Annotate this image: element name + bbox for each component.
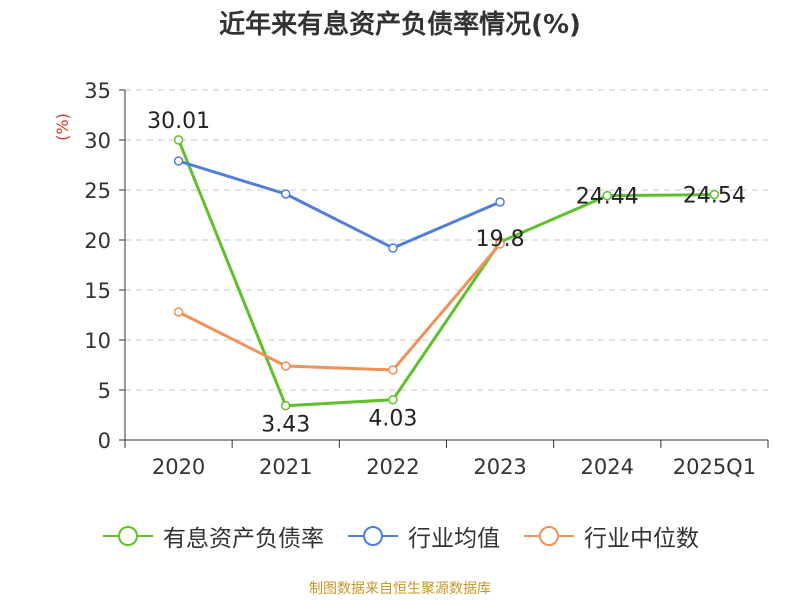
y-tick-label: 10: [84, 329, 111, 353]
y-tick-label: 25: [84, 179, 111, 203]
legend-item[interactable]: 行业中位数: [522, 519, 699, 553]
data-point: [173, 156, 184, 166]
data-point: [709, 189, 720, 200]
x-tick-label: 2025Q1: [673, 455, 756, 479]
series-line-0: [177, 139, 715, 408]
series-line-2: [177, 243, 502, 372]
legend-label: 行业中位数: [584, 526, 699, 552]
x-tick-label: 2024: [581, 455, 634, 479]
y-tick-label: 30: [84, 129, 111, 153]
x-tick-label: 2020: [152, 455, 205, 479]
legend-swatch-marker: [118, 526, 138, 546]
data-point: [495, 239, 505, 249]
legend-label: 行业均值: [408, 526, 500, 552]
legend-swatch-marker: [363, 526, 383, 546]
data-label: 30.01: [147, 109, 210, 134]
x-tick-label: 2022: [366, 455, 419, 479]
data-label: 19.8: [476, 227, 525, 252]
data-point: [388, 394, 398, 405]
y-tick-label: 20: [84, 229, 111, 253]
legend-label: 有息资产负债率: [163, 526, 324, 552]
legend-swatch: [524, 526, 574, 546]
x-tick-label: 2021: [259, 455, 312, 479]
data-point: [388, 365, 398, 375]
x-tick-label: 2023: [473, 455, 526, 479]
data-point: [388, 243, 398, 253]
data-point: [281, 400, 291, 411]
data-label: 3.43: [261, 413, 310, 438]
legend-swatch: [103, 526, 153, 546]
y-tick-label: 35: [84, 79, 111, 103]
data-point: [173, 135, 184, 145]
data-point: [495, 197, 505, 207]
y-axis-label: (%): [53, 113, 72, 141]
y-tick-label: 5: [98, 379, 111, 403]
legend-swatch-marker: [539, 526, 559, 546]
data-point: [281, 361, 291, 371]
data-label: 24.54: [683, 184, 746, 209]
y-tick-label: 15: [84, 279, 111, 303]
series-line-1: [178, 159, 501, 250]
chart-legend: 有息资产负债率 行业均值 行业中位数: [0, 520, 800, 552]
data-point: [602, 190, 612, 201]
data-source-note: 制图数据来自恒生聚源数据库: [309, 581, 491, 597]
y-tick-label: 0: [98, 429, 111, 453]
data-label: 4.03: [368, 407, 417, 432]
legend-item[interactable]: 有息资产负债率: [101, 519, 324, 553]
legend-swatch: [348, 526, 398, 546]
data-point: [281, 189, 291, 199]
data-point: [173, 307, 184, 317]
data-label: 24.44: [576, 185, 639, 210]
chart-title: 近年来有息资产负债率情况(%): [219, 10, 581, 40]
legend-item[interactable]: 行业均值: [346, 519, 500, 553]
